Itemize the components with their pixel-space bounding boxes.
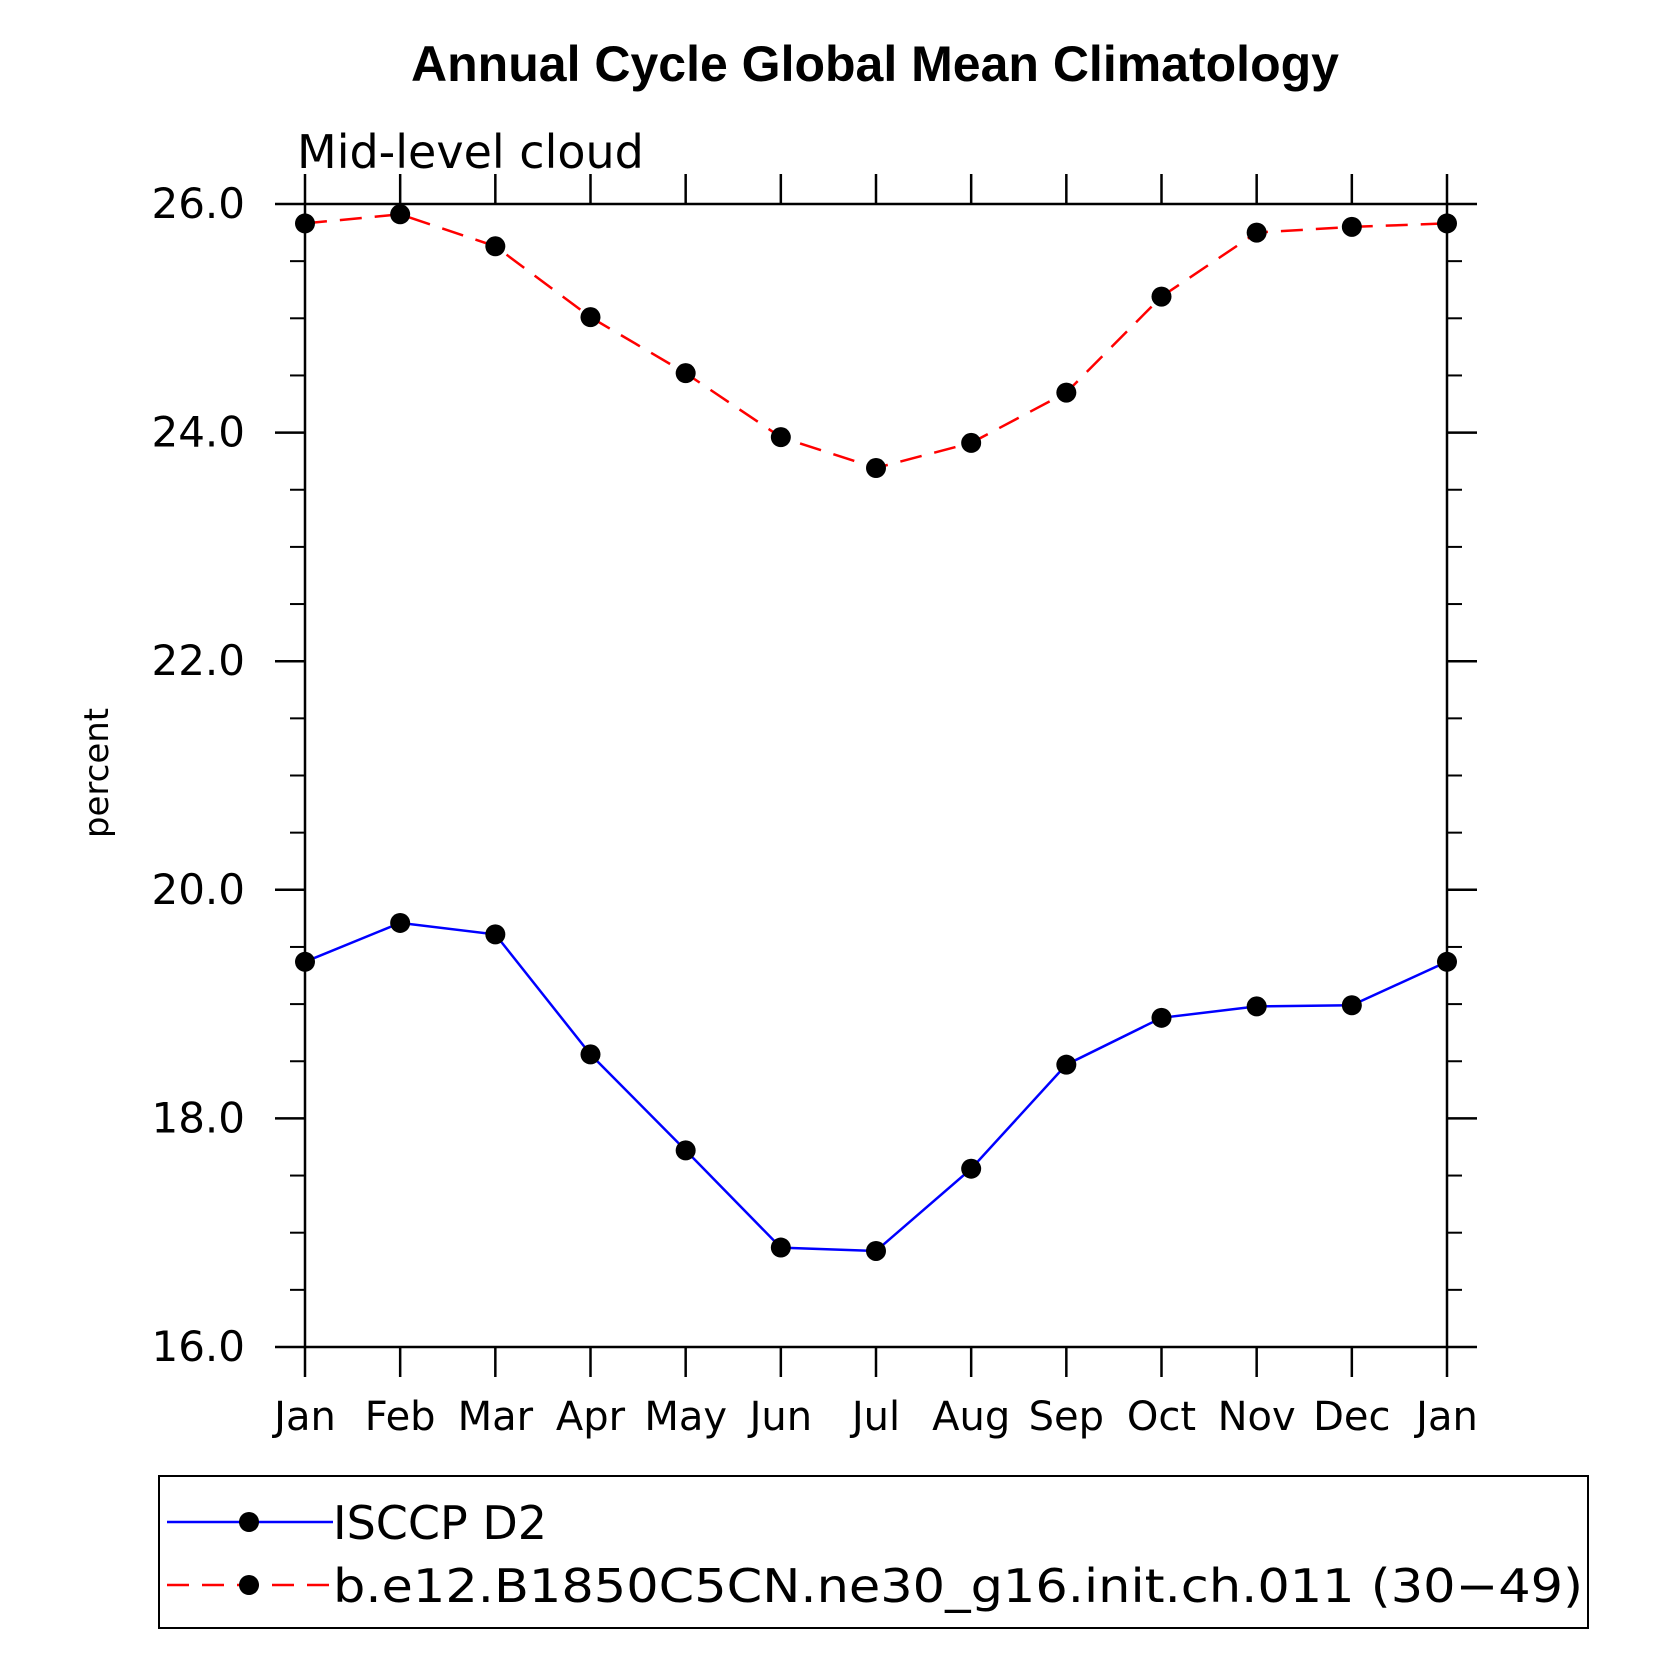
x-tick-label: Jun bbox=[747, 1394, 813, 1440]
x-tick-label: Dec bbox=[1313, 1394, 1390, 1440]
x-tick-label: May bbox=[644, 1394, 727, 1440]
legend-swatch-marker bbox=[239, 1575, 259, 1595]
series-2-point bbox=[390, 204, 411, 225]
legend-entry-label: ISCCP D2 bbox=[333, 1496, 547, 1550]
series-1-point bbox=[390, 912, 411, 933]
series-2-point bbox=[1246, 222, 1267, 243]
x-tick-label: Mar bbox=[458, 1394, 534, 1440]
y-tick-label: 24.0 bbox=[151, 408, 245, 457]
x-tick-label: Apr bbox=[556, 1394, 626, 1440]
y-tick-label: 16.0 bbox=[151, 1322, 245, 1371]
series-1-point bbox=[770, 1237, 791, 1258]
legend: ISCCP D2 b.e12.B1850C5CN.ne30_g16.init.ch… bbox=[158, 1475, 1589, 1629]
plot-layer: 16.0 18.0 20.0 22.0 24.0 26.0 Jan Feb Mar Apr May J… bbox=[151, 174, 1478, 1440]
x-tick-label: Feb bbox=[365, 1394, 436, 1440]
series-1-point bbox=[866, 1240, 886, 1261]
x-tick-label: Aug bbox=[932, 1394, 1010, 1440]
legend-entry-label: b.e12.B1850C5CN.ne30_g16.init.ch.011 (30… bbox=[333, 1559, 1583, 1613]
series-2-point bbox=[485, 236, 506, 257]
y-tick-label: 26.0 bbox=[151, 179, 245, 228]
series-2-point bbox=[1056, 382, 1077, 403]
y-tick-label: 20.0 bbox=[151, 865, 245, 914]
x-tick-label: Jul bbox=[849, 1394, 900, 1440]
series-1-point bbox=[580, 1044, 601, 1065]
series-1-point bbox=[1341, 995, 1362, 1016]
x-tick-label: Jan bbox=[1413, 1394, 1478, 1440]
series-2-point bbox=[580, 307, 601, 328]
legend-box bbox=[158, 1475, 1589, 1629]
series-2-point bbox=[1151, 286, 1172, 307]
series-1-point bbox=[961, 1158, 982, 1179]
chart-title: Annual Cycle Global Mean Climatology bbox=[411, 36, 1339, 92]
series-2-point bbox=[1341, 216, 1362, 237]
series-2-point bbox=[770, 427, 791, 448]
series-2-point bbox=[1437, 213, 1457, 234]
y-axis-label: percent bbox=[77, 708, 117, 838]
y-tick-label: 18.0 bbox=[151, 1093, 245, 1142]
series-1-point bbox=[1151, 1007, 1172, 1028]
x-tick-label: Oct bbox=[1127, 1394, 1196, 1440]
x-tick-label: Jan bbox=[271, 1394, 336, 1440]
series-1-point bbox=[1056, 1054, 1077, 1075]
x-tick-label: Sep bbox=[1029, 1394, 1104, 1440]
series-2-point bbox=[961, 432, 982, 453]
series-2-point bbox=[866, 458, 886, 479]
series-1-point bbox=[485, 924, 506, 945]
x-tick-label: Nov bbox=[1218, 1394, 1296, 1440]
chart-subtitle: Mid-level cloud bbox=[297, 125, 644, 179]
series-1-point bbox=[675, 1140, 696, 1161]
series-2-point bbox=[295, 213, 315, 234]
series-2-point bbox=[675, 363, 696, 384]
legend-swatch-marker bbox=[239, 1512, 259, 1532]
series-1-point bbox=[295, 951, 315, 972]
series-1-point bbox=[1437, 951, 1457, 972]
series-1-point bbox=[1246, 996, 1267, 1017]
y-tick-label: 22.0 bbox=[151, 636, 245, 685]
